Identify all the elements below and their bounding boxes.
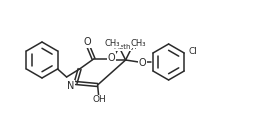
- Text: Cl: Cl: [189, 46, 198, 55]
- Text: Methyl: Methyl: [114, 44, 137, 50]
- Text: CH₃: CH₃: [131, 38, 146, 47]
- Text: N: N: [67, 81, 74, 91]
- Text: O: O: [108, 52, 115, 62]
- Text: OH: OH: [93, 95, 106, 104]
- Text: O: O: [139, 58, 146, 68]
- Text: CH₃: CH₃: [105, 38, 120, 47]
- Text: O: O: [84, 37, 91, 47]
